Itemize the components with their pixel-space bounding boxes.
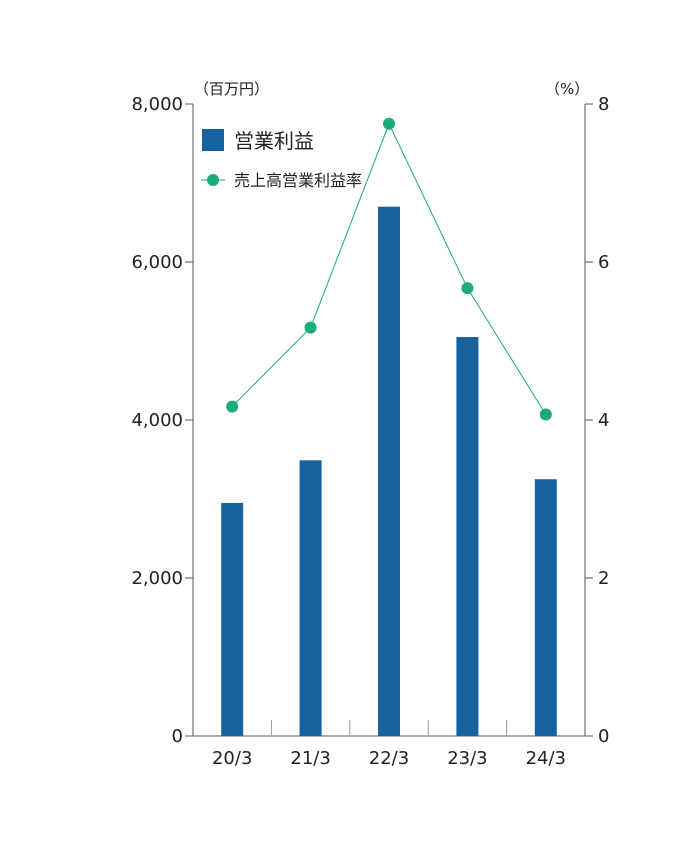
operating-margin-point bbox=[539, 408, 552, 421]
right-axis-tick-label: 6 bbox=[598, 252, 609, 273]
x-axis-tick-label: 21/3 bbox=[290, 748, 330, 769]
left-axis-tick-label: 6,000 bbox=[131, 252, 183, 273]
left-axis-tick-label: 8,000 bbox=[131, 94, 183, 115]
x-axis-tick-label: 23/3 bbox=[447, 748, 487, 769]
x-axis-tick-label: 20/3 bbox=[212, 748, 252, 769]
operating-profit-bar bbox=[221, 502, 244, 736]
right-axis-tick-label: 0 bbox=[598, 726, 609, 747]
operating-margin-point bbox=[461, 282, 474, 295]
operating-profit-bar bbox=[378, 206, 400, 736]
legend-bar-swatch bbox=[202, 129, 224, 151]
legend-line-label: 売上高営業利益率 bbox=[234, 171, 362, 190]
left-axis-tick-label: 4,000 bbox=[131, 410, 183, 431]
right-axis-tick-label: 4 bbox=[598, 410, 609, 431]
operating-profit-bar bbox=[534, 479, 557, 736]
operating-margin-point bbox=[226, 400, 239, 413]
operating-profit-bar bbox=[456, 337, 479, 736]
operating-margin-point bbox=[304, 321, 317, 334]
right-axis-tick-label: 2 bbox=[598, 568, 609, 589]
legend-bar-label: 営業利益 bbox=[234, 129, 314, 153]
x-axis-tick-label: 22/3 bbox=[369, 748, 409, 769]
operating-margin-point bbox=[383, 117, 395, 130]
x-axis-tick-label: 24/3 bbox=[526, 748, 566, 769]
legend: 営業利益 売上高営業利益率 bbox=[201, 129, 362, 190]
right-axis-unit: （%） bbox=[545, 80, 589, 98]
operating-profit-bar bbox=[299, 460, 322, 736]
left-axis-tick-label: 0 bbox=[172, 726, 183, 747]
left-axis-tick-label: 2,000 bbox=[131, 568, 183, 589]
plot-area: 0 2,000 4,000 6,000 8,000 0 2 4 6 8 20/3 21/3 22/3 23… bbox=[131, 94, 609, 769]
legend-line-marker bbox=[207, 174, 219, 186]
left-axis-unit: （百万円） bbox=[194, 80, 269, 98]
right-axis-tick-label: 8 bbox=[598, 94, 609, 115]
